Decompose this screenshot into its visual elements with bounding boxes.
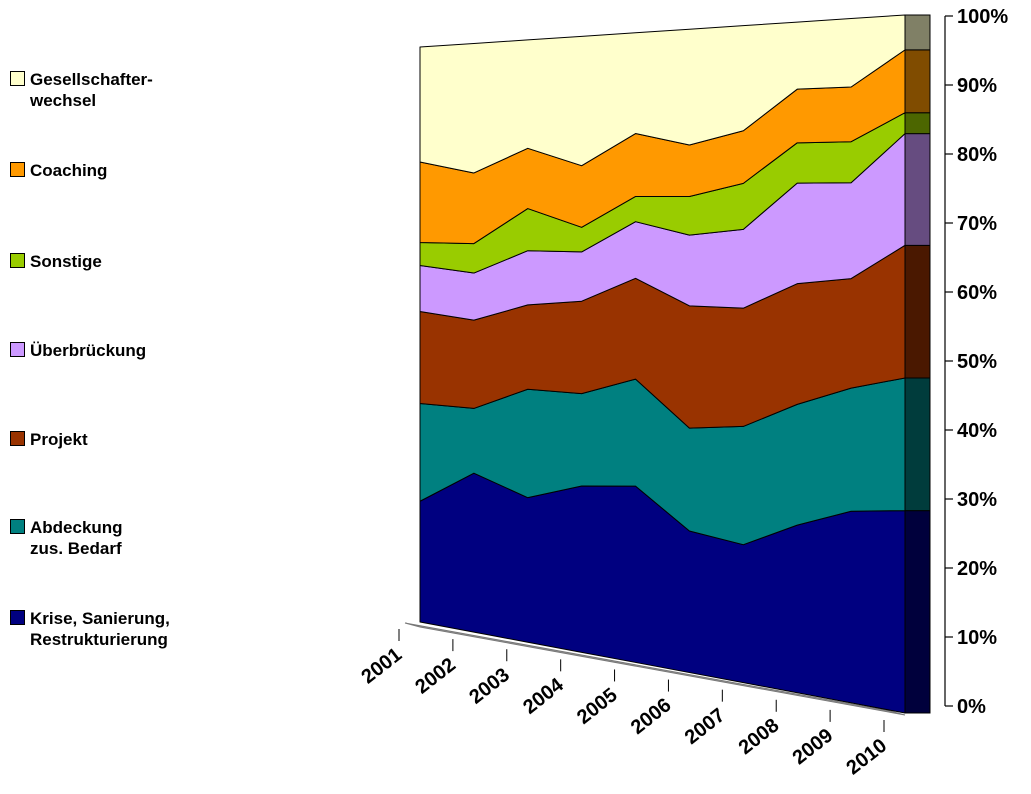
side-face-0 (904, 510, 931, 714)
legend-swatch (10, 610, 25, 625)
x-tick-label: 2007 (681, 704, 730, 749)
x-tick-label: 2004 (519, 673, 568, 718)
x-tick-label: 2003 (465, 664, 514, 709)
y-tick-label: 100% (957, 6, 1008, 28)
legend: Gesellschafter- wechsel Coaching Sonstig… (10, 0, 230, 794)
side-face-1 (904, 377, 931, 512)
y-tick-label: 70% (957, 213, 997, 235)
side-face-2 (904, 244, 931, 379)
legend-label: Gesellschafter- wechsel (30, 70, 153, 110)
legend-item-coaching: Coaching (10, 160, 107, 181)
y-tick-label: 40% (957, 420, 997, 442)
y-tick-label: 90% (957, 75, 997, 97)
legend-swatch (10, 519, 25, 534)
legend-label: Projekt (30, 430, 88, 449)
y-tick-label: 10% (957, 627, 997, 649)
legend-swatch (10, 71, 25, 86)
y-tick-label: 30% (957, 489, 997, 511)
y-tick-label: 0% (957, 696, 986, 718)
x-tick-label: 2006 (627, 694, 676, 739)
side-face-3 (904, 133, 931, 246)
x-tick-label: 2008 (735, 714, 784, 759)
legend-label: Abdeckung zus. Bedarf (30, 518, 123, 558)
legend-item-ueberbrueckung: Überbrückung (10, 340, 146, 361)
legend-swatch (10, 253, 25, 268)
legend-item-sonstige: Sonstige (10, 251, 102, 272)
y-tick-label: 80% (957, 144, 997, 166)
legend-item-gesellschafterwechsel: Gesellschafter- wechsel (10, 69, 153, 111)
y-tick-label: 60% (957, 282, 997, 304)
legend-swatch (10, 162, 25, 177)
legend-label: Überbrückung (30, 341, 147, 360)
y-tick-label: 50% (957, 351, 997, 373)
floor (404, 622, 906, 716)
x-tick-label: 2001 (357, 644, 406, 689)
legend-label: Krise, Sanierung, Restrukturierung (30, 609, 170, 649)
y-tick-label: 20% (957, 558, 997, 580)
legend-label: Sonstige (30, 252, 102, 271)
side-face-4 (904, 112, 931, 135)
side-face-5 (904, 49, 931, 114)
legend-swatch (10, 342, 25, 357)
x-tick-label: 2010 (842, 735, 891, 780)
legend-item-krise: Krise, Sanierung, Restrukturierung (10, 608, 170, 650)
side-face-6 (904, 14, 931, 51)
x-tick-label: 2009 (789, 724, 838, 769)
x-tick-label: 2002 (411, 654, 460, 699)
legend-swatch (10, 431, 25, 446)
legend-label: Coaching (30, 161, 108, 180)
legend-item-projekt: Projekt (10, 429, 88, 450)
legend-item-abdeckung: Abdeckung zus. Bedarf (10, 517, 123, 559)
x-tick-label: 2005 (573, 684, 622, 729)
